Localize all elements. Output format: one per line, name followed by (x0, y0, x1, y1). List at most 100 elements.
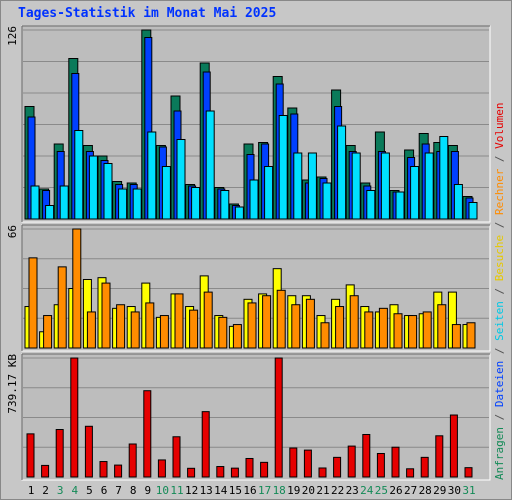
bar-rechner-day-16 (247, 302, 257, 349)
y-max-label: 739.17 KB (6, 354, 19, 414)
bar-rechner-day-31 (466, 322, 476, 349)
bar-seiten-day-12 (191, 187, 201, 220)
bar-volumen-day-20 (303, 449, 312, 478)
bar-rechner-day-26 (393, 313, 403, 349)
y-axis-max-labels: 126 66 739.17 KB (6, 26, 19, 414)
x-tick-label: 27 (404, 484, 417, 497)
x-tick-label: 24 (360, 484, 374, 497)
bar-seiten-day-29 (439, 136, 449, 220)
legend-entry: / (493, 215, 506, 235)
bar-rechner-day-6 (101, 282, 111, 349)
legend-entry: Besuche (493, 235, 506, 281)
bar-rechner-day-18 (276, 289, 286, 349)
x-axis-labels: 1 2 3 4 5 6 7 8 9 10 11 12 13 14 15 16 17 18 19 20 21 22 23 24 2… (28, 484, 476, 497)
bar-volumen-day-25 (376, 452, 385, 478)
bar-volumen-day-27 (406, 468, 415, 478)
x-tick-label: 22 (331, 484, 344, 497)
bar-seiten-day-4 (74, 130, 84, 220)
x-tick-label: 10 (156, 484, 169, 497)
bar-rechner-day-1 (28, 257, 38, 349)
bar-rechner-day-15 (232, 324, 242, 349)
bar-rechner-day-5 (86, 311, 96, 349)
bar-seiten-day-19 (293, 152, 303, 220)
bar-volumen-day-5 (84, 425, 93, 478)
legend-entry: / (493, 341, 506, 361)
x-tick-label: 9 (144, 484, 151, 497)
bar-seiten-day-28 (424, 152, 434, 220)
x-tick-label: 26 (389, 484, 402, 497)
bar-rechner-day-12 (189, 309, 199, 349)
x-tick-label: 13 (200, 484, 213, 497)
x-tick-label: 16 (243, 484, 256, 497)
legend-entry: / (493, 149, 506, 169)
bar-seiten-day-20 (307, 152, 317, 220)
x-tick-label: 12 (185, 484, 198, 497)
bar-rechner-day-22 (335, 306, 345, 349)
bar-rechner-day-30 (451, 324, 461, 349)
bar-volumen-day-7 (114, 464, 123, 478)
legend-entry: Volumen (493, 102, 506, 148)
bar-volumen-day-1 (26, 433, 35, 478)
bar-rechner-day-23 (349, 295, 359, 349)
bar-seiten-day-3 (59, 185, 69, 220)
bar-seiten-day-13 (205, 110, 215, 220)
bar-volumen-day-2 (41, 464, 50, 478)
bar-seiten-day-24 (366, 190, 376, 220)
bar-rechner-day-20 (305, 298, 315, 349)
x-tick-label: 5 (86, 484, 93, 497)
x-tick-label: 2 (42, 484, 49, 497)
legend-entry: Dateien (493, 361, 506, 407)
x-tick-label: 30 (448, 484, 461, 497)
bar-seiten-day-14 (220, 190, 230, 220)
bar-seiten-day-9 (147, 131, 157, 220)
x-tick-label: 17 (258, 484, 271, 497)
x-tick-label: 6 (101, 484, 108, 497)
bar-rechner-day-24 (364, 311, 374, 349)
x-tick-label: 3 (57, 484, 64, 497)
bar-volumen-day-23 (347, 445, 356, 478)
bar-rechner-day-9 (145, 302, 155, 349)
legend-entry: Rechner (493, 168, 506, 215)
legend-entry: Seiten (493, 301, 506, 341)
x-tick-label: 19 (287, 484, 300, 497)
legend-entry: / (493, 281, 506, 301)
panel-volume (21, 353, 491, 481)
x-tick-label: 25 (375, 484, 388, 497)
bar-seiten-day-11 (176, 139, 186, 220)
bar-rechner-day-3 (57, 266, 67, 349)
bar-volumen-day-31 (464, 467, 473, 478)
bar-volumen-day-19 (289, 447, 298, 478)
x-tick-label: 11 (170, 484, 183, 497)
bar-rechner-day-25 (378, 307, 388, 349)
bar-seiten-day-31 (468, 202, 478, 220)
bar-volumen-day-29 (435, 435, 444, 478)
bar-seiten-day-15 (234, 206, 244, 220)
x-tick-label: 7 (115, 484, 122, 497)
bar-volumen-day-10 (157, 459, 166, 478)
bar-seiten-day-22 (337, 125, 347, 220)
x-tick-label: 4 (71, 484, 78, 497)
bar-volumen-day-9 (143, 390, 152, 478)
bar-rechner-day-8 (130, 311, 140, 349)
bar-seiten-day-18 (278, 115, 288, 220)
x-tick-label: 29 (433, 484, 446, 497)
bar-seiten-day-26 (395, 191, 405, 220)
bar-volumen-day-11 (172, 436, 181, 478)
legend-entry: / (493, 407, 506, 427)
x-tick-label: 14 (214, 484, 228, 497)
panel-requests (21, 25, 491, 223)
bar-rechner-day-7 (116, 304, 126, 349)
bar-rechner-day-19 (291, 304, 301, 349)
bar-volumen-day-12 (187, 467, 196, 478)
legend: Anfragen / Dateien / Seiten / Besuche / … (493, 102, 506, 480)
x-tick-label: 23 (346, 484, 359, 497)
bar-rechner-day-2 (43, 315, 53, 349)
bar-volumen-day-14 (216, 466, 225, 478)
bar-volumen-day-17 (260, 461, 269, 478)
bar-volumen-day-6 (99, 461, 108, 478)
panel-visits (21, 224, 491, 352)
bar-rechner-day-28 (422, 311, 432, 349)
bar-seiten-day-1 (30, 185, 40, 220)
bar-seiten-day-2 (45, 205, 55, 220)
